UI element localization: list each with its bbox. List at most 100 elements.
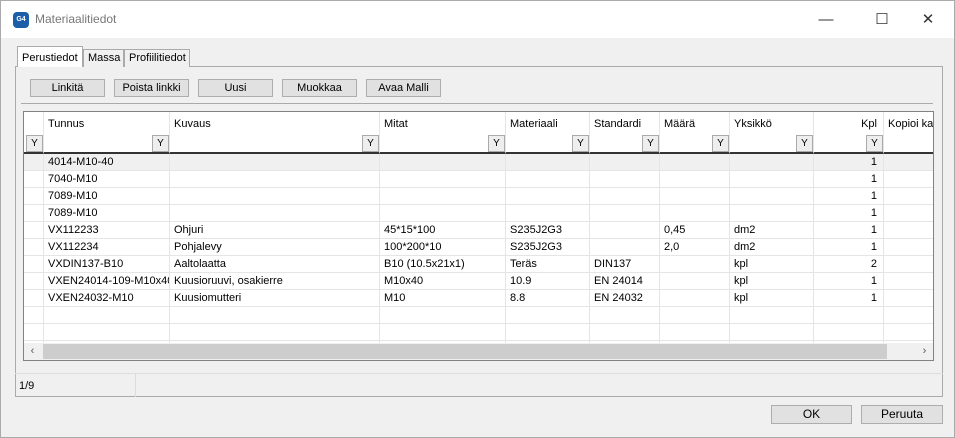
table-cell [884, 171, 933, 188]
divider [135, 374, 136, 397]
filter-icon[interactable]: Y [712, 135, 729, 152]
table-cell [170, 171, 380, 188]
table-row[interactable]: VX112234 Pohjalevy 100*200*10 S235J2G3 2,0 dm… [24, 239, 933, 256]
column-label: Kopioi ka [888, 118, 934, 130]
table-cell [660, 171, 730, 188]
table-row[interactable]: 4014-M10-40 1 [24, 154, 933, 171]
table-cell: Ohjuri [170, 222, 380, 239]
status-bar: 1/9 [15, 373, 943, 397]
tab-profiilitiedot[interactable]: Profiilitiedot [124, 49, 190, 67]
close-icon[interactable]: ✕ [921, 11, 935, 28]
edit-button[interactable]: Muokkaa [282, 79, 357, 97]
link-button[interactable]: Linkitä [30, 79, 105, 97]
divider [21, 103, 933, 104]
table-cell [506, 188, 590, 205]
table-row[interactable]: VXEN24014-109-M10x40 Kuusioruuvi, osakier… [24, 273, 933, 290]
table-cell [590, 154, 660, 171]
table-cell [380, 154, 506, 171]
column-header-kuvaus[interactable]: Kuvaus Y [170, 112, 380, 154]
column-header-standardi[interactable]: Standardi Y [590, 112, 660, 154]
table-cell [380, 307, 506, 324]
column-header-mitat[interactable]: Mitat Y [380, 112, 506, 154]
table-cell [660, 307, 730, 324]
table-row[interactable]: 7089-M10 1 [24, 188, 933, 205]
table-cell: 1 [814, 171, 884, 188]
table-cell [506, 307, 590, 324]
title-bar: G4 Materiaalitiedot — ☐ ✕ [1, 1, 954, 38]
row-header [24, 290, 44, 307]
table-cell: Aaltolaatta [170, 256, 380, 273]
table-cell: VX112234 [44, 239, 170, 256]
remove-link-button[interactable]: Poista linkki [114, 79, 189, 97]
column-header-tunnus[interactable]: Tunnus Y [44, 112, 170, 154]
new-button[interactable]: Uusi [198, 79, 273, 97]
filter-icon[interactable]: Y [152, 135, 169, 152]
table-cell: 45*15*100 [380, 222, 506, 239]
table-cell: 10.9 [506, 273, 590, 290]
table-row[interactable]: 7040-M10 1 [24, 171, 933, 188]
filter-icon[interactable]: Y [488, 135, 505, 152]
table-cell: EN 24014 [590, 273, 660, 290]
filter-icon[interactable]: Y [642, 135, 659, 152]
table-cell [590, 171, 660, 188]
table-row[interactable]: VXEN24032-M10 Kuusiomutteri M10 8.8 EN 24032… [24, 290, 933, 307]
table-cell: kpl [730, 256, 814, 273]
column-label: Mitat [384, 118, 408, 130]
table-cell: 100*200*10 [380, 239, 506, 256]
scroll-left-icon[interactable]: ‹ [30, 345, 35, 357]
table-cell [170, 205, 380, 222]
table-row[interactable]: VX112233 Ohjuri 45*15*100 S235J2G3 0,45 dm2 1 [24, 222, 933, 239]
cancel-button[interactable]: Peruuta [861, 405, 943, 424]
column-header-määrä[interactable]: Määrä Y [660, 112, 730, 154]
table-cell: 7089-M10 [44, 205, 170, 222]
table-cell: S235J2G3 [506, 239, 590, 256]
column-header-materiaali[interactable]: Materiaali Y [506, 112, 590, 154]
table-cell [660, 273, 730, 290]
minimize-icon[interactable]: — [818, 11, 834, 28]
column-header-kpl[interactable]: Kpl Y [814, 112, 884, 154]
table-cell: 2,0 [660, 239, 730, 256]
open-model-button[interactable]: Avaa Malli [366, 79, 441, 97]
table-cell: kpl [730, 290, 814, 307]
table-cell [590, 307, 660, 324]
table-cell: 4014-M10-40 [44, 154, 170, 171]
column-label: Kuvaus [174, 118, 211, 130]
table-cell [170, 154, 380, 171]
table-cell [814, 307, 884, 324]
horizontal-scrollbar[interactable]: ‹ › [24, 343, 933, 360]
scroll-right-icon[interactable]: › [922, 345, 927, 357]
table-cell [884, 307, 933, 324]
column-label: Määrä [664, 118, 696, 130]
filter-icon[interactable]: Y [26, 135, 43, 152]
table-cell: 2 [814, 256, 884, 273]
maximize-icon[interactable]: ☐ [875, 11, 889, 28]
table-cell [884, 222, 933, 239]
tab-perustiedot[interactable]: Perustiedot [17, 46, 83, 67]
window-title: Materiaalitiedot [35, 12, 117, 26]
table-row[interactable]: 7089-M10 1 [24, 205, 933, 222]
table-cell: 1 [814, 239, 884, 256]
filter-icon[interactable]: Y [362, 135, 379, 152]
row-header [24, 256, 44, 273]
app-logo: G4 [13, 12, 29, 28]
scrollbar-thumb[interactable] [43, 344, 887, 359]
filter-icon[interactable]: Y [866, 135, 883, 152]
filter-icon[interactable]: Y [572, 135, 589, 152]
table-cell: S235J2G3 [506, 222, 590, 239]
table-row[interactable]: VXDIN137-B10 Aaltolaatta B10 (10.5x21x1) Te… [24, 256, 933, 273]
column-header-yksikkö[interactable]: Yksikkö Y [730, 112, 814, 154]
tab-massa[interactable]: Massa [83, 49, 124, 67]
column-label: Tunnus [48, 118, 85, 130]
table-cell: 8.8 [506, 290, 590, 307]
table-cell: dm2 [730, 222, 814, 239]
table-cell: DIN137 [590, 256, 660, 273]
table-cell: 1 [814, 222, 884, 239]
ok-button[interactable]: OK [771, 405, 852, 424]
table-cell: 7089-M10 [44, 188, 170, 205]
table-cell: 1 [814, 273, 884, 290]
column-header-kopioi-ka[interactable]: Kopioi ka [884, 112, 934, 154]
table-cell [884, 290, 933, 307]
table-cell [170, 324, 380, 341]
filter-icon[interactable]: Y [796, 135, 813, 152]
table-cell: M10x40 [380, 273, 506, 290]
